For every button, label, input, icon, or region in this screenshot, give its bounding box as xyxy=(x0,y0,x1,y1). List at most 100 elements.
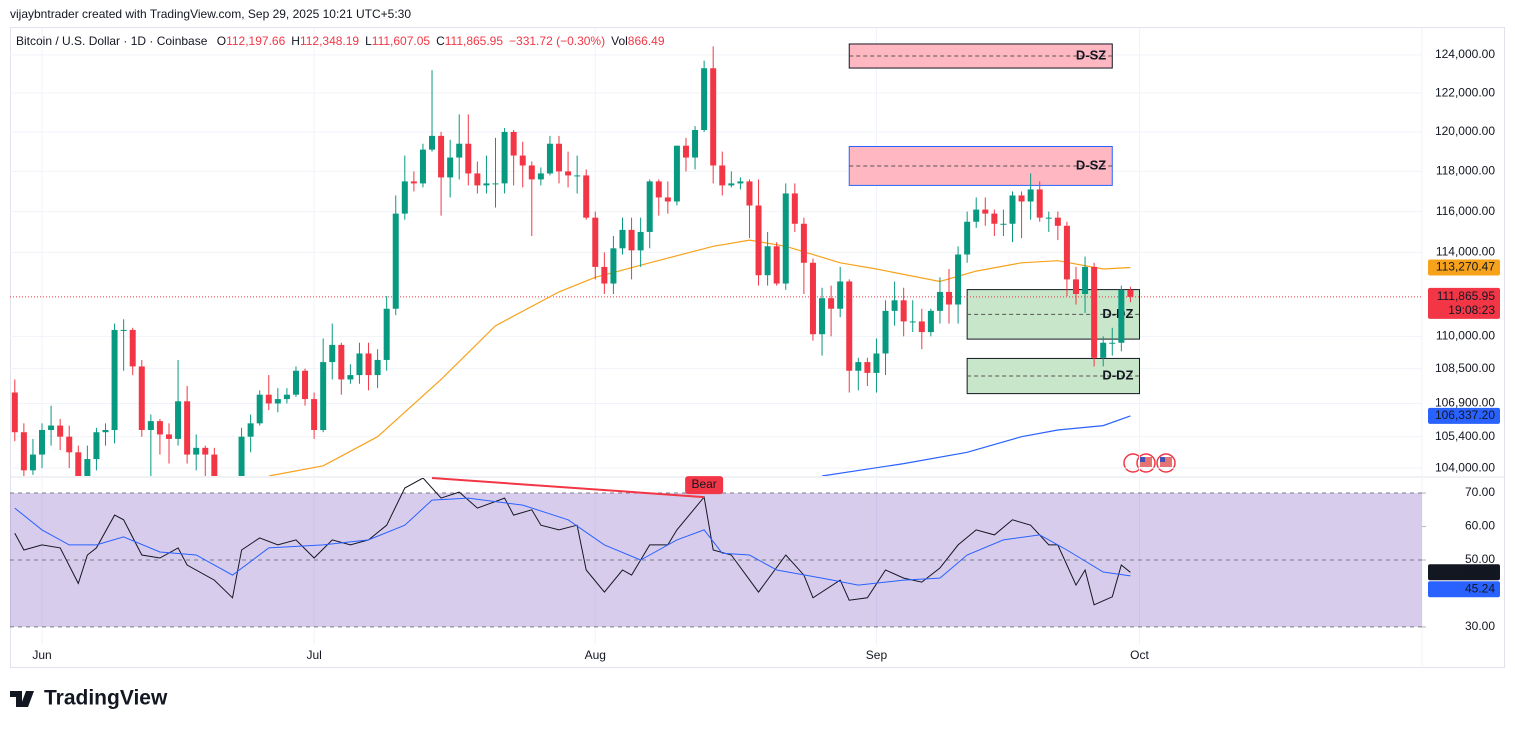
candle-body xyxy=(1054,217,1061,226)
candle-body xyxy=(447,157,454,178)
candle-body xyxy=(184,401,191,455)
moving-average xyxy=(821,415,1131,476)
y-tick-label: 124,000.00 xyxy=(1435,47,1495,61)
candle-body xyxy=(329,344,336,363)
candle-body xyxy=(238,436,245,476)
candle-body xyxy=(374,359,381,376)
rsi-value-label-box xyxy=(1428,564,1500,581)
candle-body xyxy=(202,447,209,455)
candle-body xyxy=(392,213,399,309)
candle-body xyxy=(927,310,934,333)
candle-body xyxy=(946,291,953,305)
candle-body xyxy=(302,370,309,400)
tv-logo: TradingView xyxy=(10,687,168,710)
candle-body xyxy=(1109,342,1116,344)
candle-body xyxy=(891,300,898,311)
candle-body xyxy=(537,173,544,180)
candle-body xyxy=(247,423,254,437)
candle-body xyxy=(737,181,744,184)
x-tick-label: Aug xyxy=(585,648,606,662)
candle-body xyxy=(175,401,182,439)
candle-body xyxy=(991,213,998,224)
candle-body xyxy=(292,370,299,395)
legend-label: H xyxy=(291,34,300,48)
candle-body xyxy=(637,231,644,251)
candle-body xyxy=(39,429,46,455)
candle-body xyxy=(156,421,163,435)
legend-value: 112,348.19 xyxy=(299,34,360,48)
candle-body xyxy=(565,171,572,176)
candle-body xyxy=(546,143,553,174)
ma-value-label-box xyxy=(1428,407,1500,424)
candle-body xyxy=(800,223,807,263)
event-icons xyxy=(1123,453,1176,473)
legend-value: 112,197.66 xyxy=(226,34,286,48)
candle-body xyxy=(256,394,263,424)
price-pane: D-SZ D-SZ D-DZ D-DZ xyxy=(10,43,1422,476)
legend-volume-label: Vol xyxy=(611,34,628,48)
legend-change: −331.72 (−0.30%) xyxy=(509,34,606,48)
candle-body xyxy=(583,175,590,218)
candle-body xyxy=(882,310,889,354)
candle-body xyxy=(274,399,281,404)
candle-body xyxy=(909,321,916,323)
candle-body xyxy=(474,173,481,186)
y-tick-label: 108,500.00 xyxy=(1435,361,1495,375)
legend-label: C xyxy=(436,34,445,48)
candle-body xyxy=(782,193,789,284)
candle-body xyxy=(719,165,726,186)
candle-body xyxy=(728,183,735,186)
candle-body xyxy=(528,165,535,180)
candle-body xyxy=(1082,266,1089,295)
flag xyxy=(1160,457,1172,467)
zone xyxy=(848,43,1113,69)
candle-body xyxy=(1018,195,1025,202)
candle-body xyxy=(837,281,844,309)
zone-label: D-SZ xyxy=(1076,157,1106,172)
legend-value: 111,865.95 xyxy=(444,34,504,48)
flag xyxy=(1140,457,1145,462)
rsi-value-label-box xyxy=(1428,581,1500,598)
candle-body xyxy=(673,145,680,202)
candle-body xyxy=(556,143,562,172)
candle-body xyxy=(383,308,390,360)
x-tick-label: Sep xyxy=(866,648,888,662)
candle-body xyxy=(320,362,327,430)
candle-body xyxy=(193,447,200,455)
candle-body xyxy=(1009,195,1016,224)
candle-body xyxy=(147,421,154,430)
candle-body xyxy=(347,375,354,380)
y-tick-label: 70.00 xyxy=(1465,485,1495,499)
candle-body xyxy=(1036,189,1043,218)
candle-body xyxy=(1027,189,1034,202)
rsi-value-label: 45.24 xyxy=(1465,581,1495,595)
candle-body xyxy=(710,68,717,166)
ma-value-label-box xyxy=(1428,259,1500,276)
candle-body xyxy=(111,329,118,430)
candle-body xyxy=(918,321,925,333)
candle-body xyxy=(1127,289,1134,297)
candle-body xyxy=(746,181,753,206)
candle-body xyxy=(165,434,172,439)
candle-body xyxy=(1118,289,1125,343)
candle-body xyxy=(1072,279,1079,295)
candle-body xyxy=(982,209,989,214)
y-tick-label: 110,000.00 xyxy=(1436,329,1495,343)
zone-label: D-DZ xyxy=(1102,367,1133,382)
ma-value-label: 106,337.20 xyxy=(1435,408,1495,422)
y-tick-label: 50.00 xyxy=(1465,552,1495,566)
candle-body xyxy=(855,362,862,371)
candle-body xyxy=(592,217,599,267)
y-tick-label: 116,000.00 xyxy=(1436,204,1495,218)
candle-body xyxy=(1100,342,1107,358)
rsi-pane xyxy=(10,478,1422,628)
y-tick-label: 120,000.00 xyxy=(1435,124,1495,138)
last-price-box xyxy=(1428,287,1500,319)
y-tick-label: 60.00 xyxy=(1465,519,1495,533)
candle-body xyxy=(429,135,436,150)
flag xyxy=(1160,457,1165,462)
candle-body xyxy=(483,183,490,186)
candle-body xyxy=(11,392,18,433)
candle-body xyxy=(936,291,943,311)
